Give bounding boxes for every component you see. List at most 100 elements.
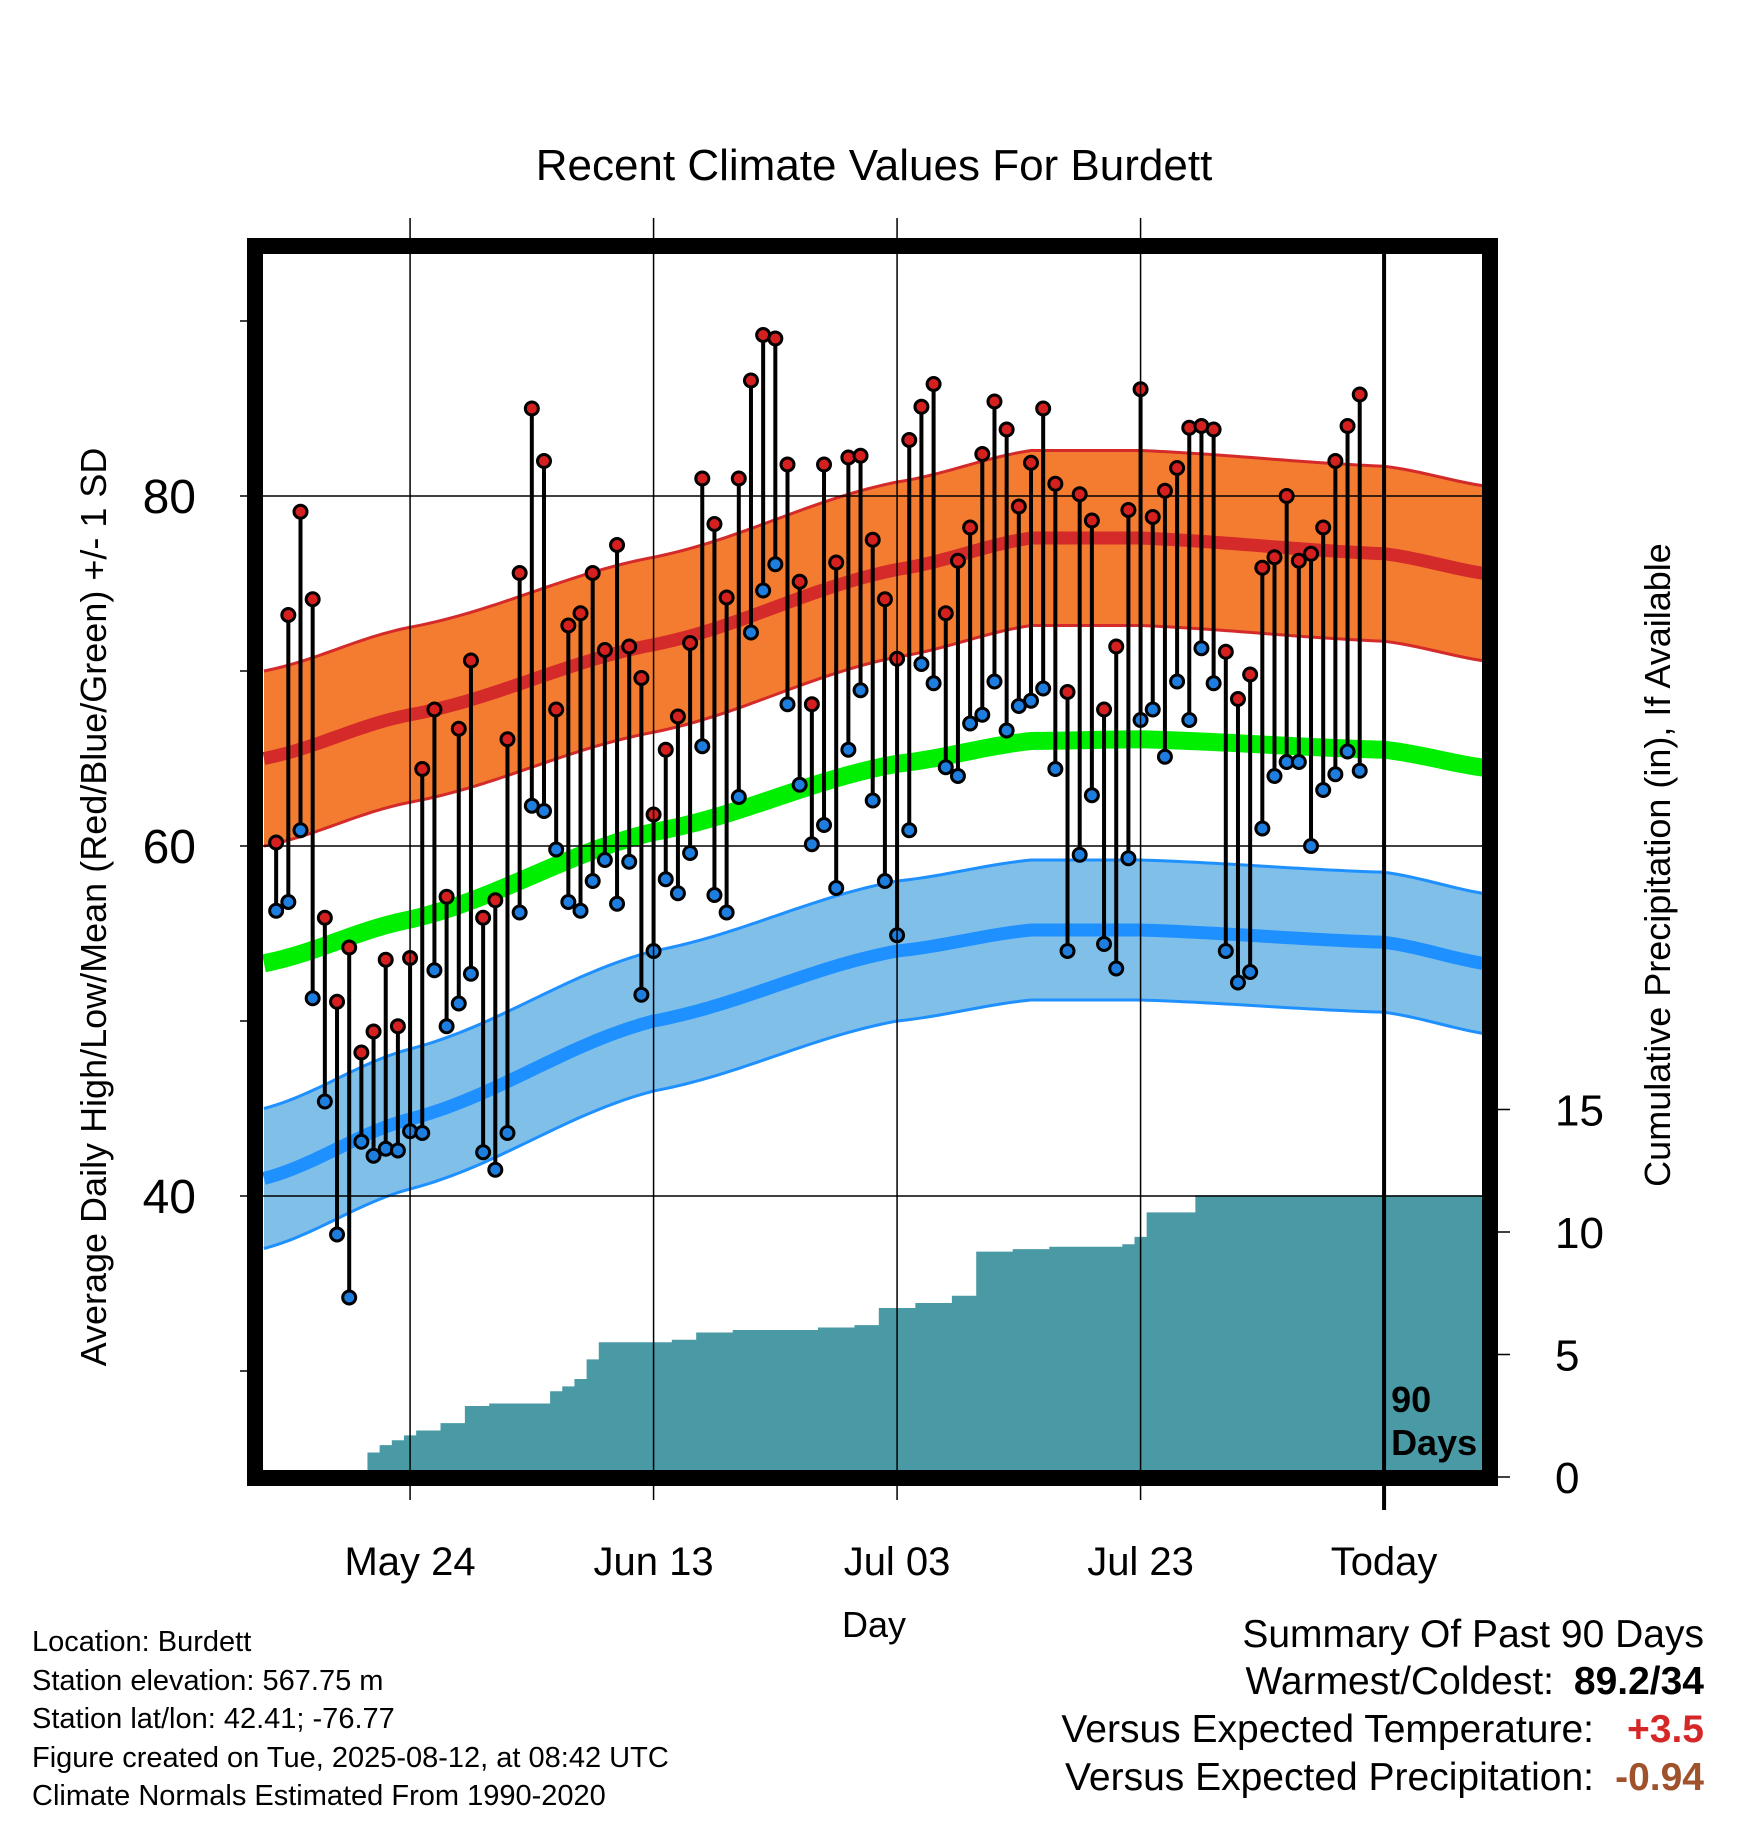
high-point — [426, 701, 443, 718]
low-point — [1327, 766, 1344, 783]
low-point — [901, 822, 918, 839]
high-point — [925, 376, 942, 392]
low-point — [962, 715, 979, 732]
normal-low-line — [263, 923, 1482, 1185]
high-point — [791, 573, 808, 590]
high-point — [1315, 519, 1332, 536]
high-point — [1339, 418, 1356, 434]
high-point — [1108, 638, 1125, 655]
high-point — [523, 400, 540, 417]
low-point — [1108, 960, 1125, 977]
low-point — [1205, 675, 1222, 692]
high-point — [462, 652, 479, 669]
low-point — [657, 871, 674, 888]
low-point — [1059, 943, 1076, 959]
high-point — [852, 447, 869, 464]
low-point — [840, 741, 857, 758]
high-point — [962, 519, 979, 536]
x-tick-label: Jun 13 — [594, 1540, 714, 1584]
low-point — [828, 880, 845, 896]
x-tick-label: Jul 23 — [1087, 1540, 1194, 1584]
low-point — [1120, 850, 1137, 867]
normal-mean-line — [263, 730, 1482, 973]
high-point — [596, 642, 613, 658]
low-point — [1339, 743, 1356, 760]
low-point — [1303, 838, 1320, 854]
high-point — [389, 1018, 406, 1035]
high-point — [694, 470, 711, 487]
low-point — [949, 768, 966, 784]
low-point — [1254, 820, 1271, 837]
low-point — [694, 738, 711, 755]
info-elevation: Station elevation: 567.75 m — [32, 1664, 384, 1697]
high-point — [268, 834, 285, 851]
low-point — [1193, 640, 1210, 657]
low-point — [365, 1147, 382, 1164]
normal-high-band-lower-edge — [263, 624, 1482, 848]
y-tick-label: 60 — [143, 821, 196, 874]
low-point — [609, 895, 626, 912]
summary-warmest-value: 89.2/34 — [1573, 1660, 1704, 1703]
high-point — [499, 731, 516, 748]
high-point — [1144, 509, 1161, 525]
low-point — [1071, 846, 1088, 863]
low-point — [706, 887, 723, 903]
low-point — [511, 904, 528, 921]
low-point — [450, 995, 467, 1012]
high-point — [292, 503, 309, 520]
high-point — [353, 1044, 370, 1061]
high-point — [1169, 460, 1186, 476]
low-point — [1242, 964, 1259, 980]
high-point — [1229, 691, 1246, 707]
high-point — [901, 432, 918, 448]
summary-precip-label: Versus Expected Precipitation: — [1065, 1756, 1594, 1799]
high-point — [621, 638, 638, 655]
low-point — [462, 965, 479, 982]
low-point — [353, 1133, 370, 1150]
low-point — [584, 873, 601, 889]
high-point — [828, 554, 845, 571]
high-point — [1266, 549, 1283, 566]
high-point — [584, 565, 601, 581]
low-point — [1144, 701, 1161, 718]
high-point — [377, 951, 394, 968]
low-point — [329, 1226, 346, 1243]
plot-frame — [247, 238, 1498, 1486]
plot-inner — [263, 327, 1482, 1470]
high-point — [1120, 502, 1137, 518]
high-point — [1083, 512, 1100, 529]
low-point — [682, 845, 699, 861]
high-point — [1278, 488, 1295, 504]
y-axis-label-left: Average Daily High/Low/Mean (Red/Blue/Gr… — [73, 448, 114, 1367]
high-point — [1351, 386, 1368, 403]
summary-title: Summary Of Past 90 Days — [1242, 1613, 1704, 1656]
summary-warmest-label: Warmest/Coldest: — [1245, 1660, 1554, 1703]
low-point — [937, 759, 954, 776]
x-axis-label: Day — [842, 1604, 906, 1645]
precip-area — [367, 1195, 1482, 1470]
low-point — [316, 1093, 333, 1110]
low-point — [280, 894, 297, 910]
y2-tick-label: 10 — [1555, 1209, 1604, 1258]
high-point — [1010, 498, 1027, 515]
summary-temp-label: Versus Expected Temperature: — [1061, 1708, 1594, 1751]
low-point — [268, 902, 285, 919]
high-point — [365, 1023, 382, 1040]
high-point — [280, 607, 297, 623]
low-point — [633, 986, 650, 1003]
low-point — [1035, 680, 1052, 697]
low-point — [621, 853, 638, 870]
high-point — [1327, 453, 1344, 469]
high-point — [1303, 545, 1320, 562]
high-point — [1059, 684, 1076, 700]
low-point — [1217, 943, 1234, 959]
low-point — [1083, 787, 1100, 804]
high-point — [913, 398, 930, 415]
high-point — [1217, 643, 1234, 660]
high-point — [341, 939, 358, 956]
low-point — [767, 556, 784, 573]
high-point — [998, 421, 1015, 438]
high-point — [1290, 552, 1307, 569]
